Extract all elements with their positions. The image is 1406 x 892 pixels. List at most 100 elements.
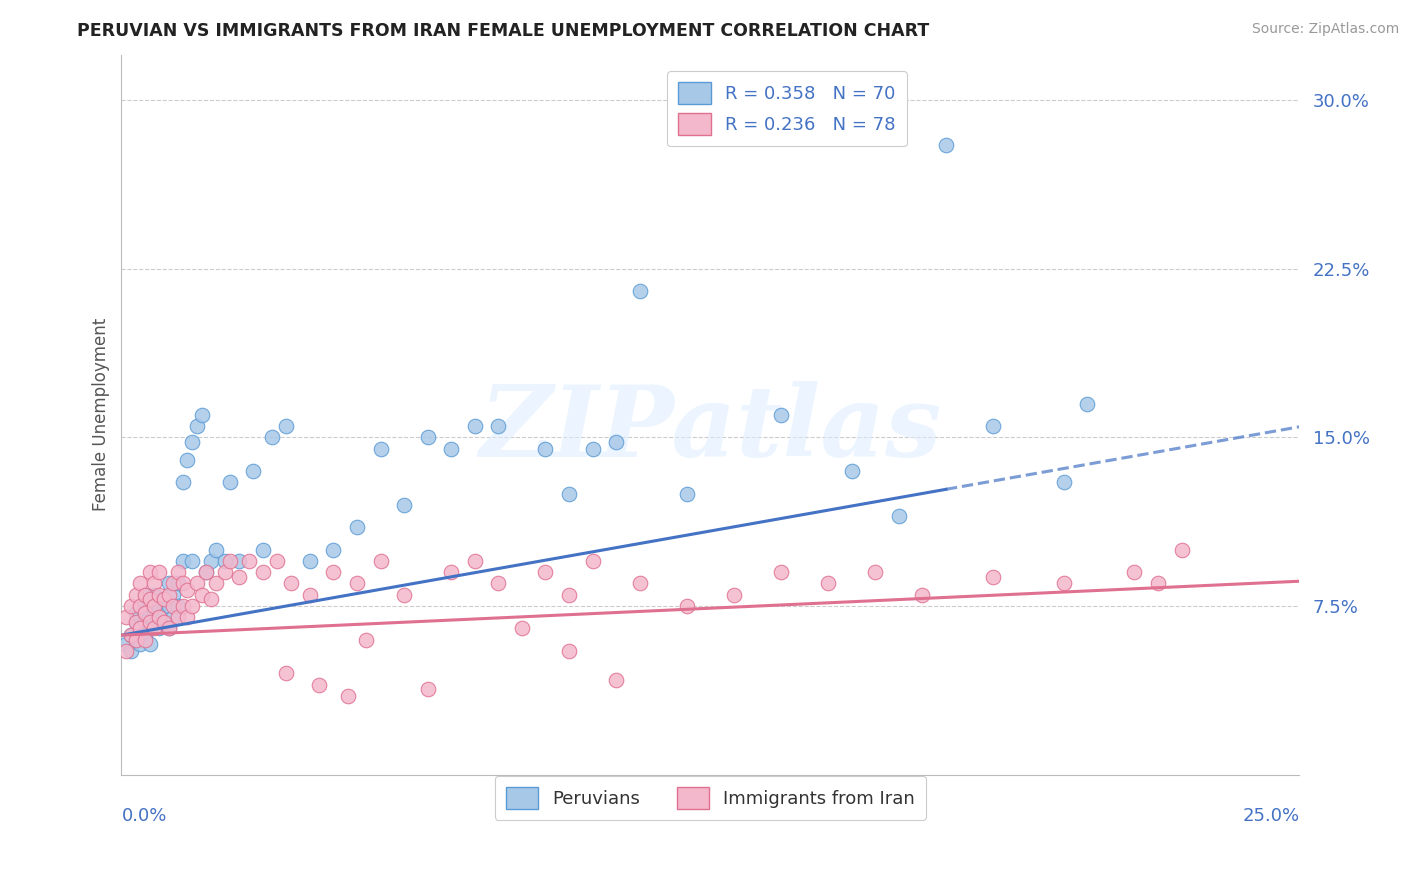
- Point: [181, 599, 204, 613]
- Point: [148, 566, 170, 580]
- Point: [148, 622, 170, 636]
- Point: [218, 475, 240, 490]
- Point: [911, 588, 934, 602]
- Point: [1053, 576, 1076, 591]
- Point: [195, 566, 218, 580]
- Point: [138, 592, 160, 607]
- Point: [298, 554, 321, 568]
- Point: [214, 554, 236, 568]
- Point: [153, 592, 176, 607]
- Point: [464, 419, 486, 434]
- Point: [148, 599, 170, 613]
- Point: [138, 566, 160, 580]
- Point: [723, 588, 745, 602]
- Point: [167, 576, 190, 591]
- Point: [218, 554, 240, 568]
- Point: [120, 628, 142, 642]
- Point: [162, 588, 184, 602]
- Point: [115, 637, 138, 651]
- Point: [148, 610, 170, 624]
- Point: [262, 430, 284, 444]
- Point: [134, 610, 156, 624]
- Point: [356, 632, 378, 647]
- Point: [143, 576, 166, 591]
- Point: [228, 570, 250, 584]
- Point: [124, 606, 146, 620]
- Point: [162, 576, 184, 591]
- Point: [134, 606, 156, 620]
- Point: [1147, 576, 1170, 591]
- Point: [981, 419, 1004, 434]
- Point: [172, 599, 194, 613]
- Point: [143, 588, 166, 602]
- Point: [486, 419, 509, 434]
- Point: [134, 588, 156, 602]
- Point: [486, 576, 509, 591]
- Text: ZIPatlas: ZIPatlas: [479, 381, 942, 477]
- Point: [162, 610, 184, 624]
- Point: [129, 622, 152, 636]
- Point: [1170, 542, 1192, 557]
- Text: 0.0%: 0.0%: [121, 807, 167, 825]
- Point: [510, 622, 533, 636]
- Point: [138, 637, 160, 651]
- Point: [129, 637, 152, 651]
- Point: [276, 666, 298, 681]
- Point: [157, 622, 180, 636]
- Point: [346, 520, 368, 534]
- Text: PERUVIAN VS IMMIGRANTS FROM IRAN FEMALE UNEMPLOYMENT CORRELATION CHART: PERUVIAN VS IMMIGRANTS FROM IRAN FEMALE …: [77, 22, 929, 40]
- Point: [129, 622, 152, 636]
- Point: [200, 592, 222, 607]
- Point: [138, 622, 160, 636]
- Point: [370, 554, 392, 568]
- Point: [392, 588, 415, 602]
- Point: [176, 452, 198, 467]
- Point: [558, 486, 581, 500]
- Point: [157, 576, 180, 591]
- Point: [280, 576, 302, 591]
- Point: [172, 554, 194, 568]
- Point: [162, 599, 184, 613]
- Point: [200, 554, 222, 568]
- Point: [841, 464, 863, 478]
- Point: [887, 509, 910, 524]
- Point: [392, 498, 415, 512]
- Point: [581, 554, 603, 568]
- Point: [628, 576, 651, 591]
- Point: [276, 419, 298, 434]
- Point: [153, 615, 176, 629]
- Point: [817, 576, 839, 591]
- Point: [770, 566, 793, 580]
- Point: [464, 554, 486, 568]
- Point: [115, 644, 138, 658]
- Point: [134, 588, 156, 602]
- Point: [138, 615, 160, 629]
- Point: [129, 576, 152, 591]
- Point: [214, 566, 236, 580]
- Y-axis label: Female Unemployment: Female Unemployment: [93, 318, 110, 511]
- Point: [157, 588, 180, 602]
- Point: [440, 442, 463, 456]
- Point: [129, 599, 152, 613]
- Point: [186, 576, 208, 591]
- Point: [534, 566, 557, 580]
- Point: [124, 615, 146, 629]
- Point: [167, 599, 190, 613]
- Point: [153, 615, 176, 629]
- Point: [167, 566, 190, 580]
- Point: [1076, 396, 1098, 410]
- Point: [148, 610, 170, 624]
- Point: [186, 419, 208, 434]
- Point: [581, 442, 603, 456]
- Point: [138, 599, 160, 613]
- Point: [143, 599, 166, 613]
- Point: [252, 566, 274, 580]
- Point: [143, 615, 166, 629]
- Point: [204, 576, 226, 591]
- Point: [322, 542, 344, 557]
- Point: [143, 622, 166, 636]
- Point: [558, 644, 581, 658]
- Point: [157, 599, 180, 613]
- Point: [124, 632, 146, 647]
- Point: [143, 606, 166, 620]
